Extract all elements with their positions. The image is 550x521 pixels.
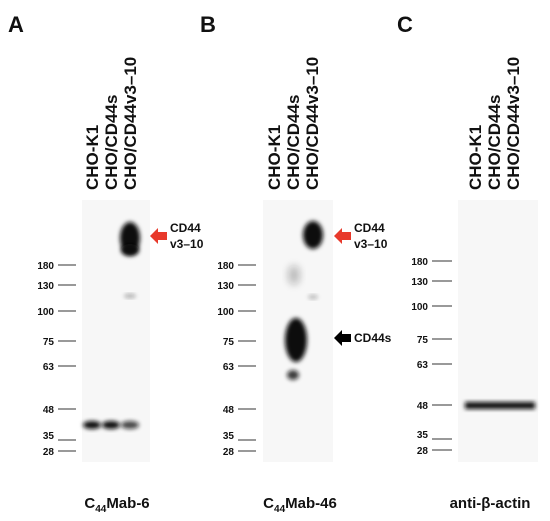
marker-label: 180 xyxy=(217,261,234,272)
marker-label: 100 xyxy=(217,307,234,318)
lane-label: CHO/CD44s xyxy=(485,95,504,190)
lane-label: CHO/CD44s xyxy=(284,95,303,190)
annotation: v3–10 xyxy=(354,237,388,251)
marker-label: 48 xyxy=(43,405,55,416)
band xyxy=(83,421,101,429)
marker-label: 180 xyxy=(411,257,428,268)
caption: C44Mab-6 xyxy=(84,495,149,515)
caption-part: C xyxy=(84,495,95,512)
caption-part: Mab-6 xyxy=(106,495,149,512)
marker-label: 63 xyxy=(417,360,429,371)
caption: C44Mab-46 xyxy=(263,495,337,515)
band xyxy=(285,318,307,362)
arrow xyxy=(334,228,351,244)
lane-label: CHO-K1 xyxy=(83,125,102,190)
band xyxy=(287,370,299,380)
bands xyxy=(83,221,535,429)
annotation: CD44s xyxy=(354,331,392,345)
caption-part: 44 xyxy=(274,504,286,515)
caption-part: Mab-46 xyxy=(285,495,337,512)
marker-label: 48 xyxy=(417,401,429,412)
marker-label: 75 xyxy=(417,335,429,346)
marker-label: 100 xyxy=(37,307,54,318)
band xyxy=(288,265,300,285)
annotation: v3–10 xyxy=(170,237,204,251)
annotation: CD44 xyxy=(170,221,201,235)
panel-letter: A xyxy=(8,12,24,37)
marker-label: 130 xyxy=(411,277,428,288)
marker-label: 180 xyxy=(37,261,54,272)
lane-label: CHO-K1 xyxy=(466,125,485,190)
marker-label: 35 xyxy=(223,431,235,442)
band xyxy=(124,294,136,298)
band xyxy=(465,402,535,409)
marker-label: 63 xyxy=(223,362,235,373)
marker-label: 35 xyxy=(43,431,55,442)
annotation: CD44 xyxy=(354,221,385,235)
blot xyxy=(458,200,538,462)
marker-label: 28 xyxy=(223,447,235,458)
marker-label: 130 xyxy=(37,281,54,292)
band xyxy=(121,421,139,429)
lane-label: CHO-K1 xyxy=(265,125,284,190)
lane-label: CHO/CD44v3–10 xyxy=(121,57,140,190)
caption-part: 44 xyxy=(95,504,107,515)
marker-label: 28 xyxy=(43,447,55,458)
lane-label: CHO/CD44v3–10 xyxy=(303,57,322,190)
marker-label: 28 xyxy=(417,446,429,457)
lane-label: CHO/CD44v3–10 xyxy=(504,57,523,190)
marker-label: 100 xyxy=(411,302,428,313)
marker-label: 75 xyxy=(223,337,235,348)
band xyxy=(303,221,323,249)
caption: anti-β-actin xyxy=(450,495,531,512)
band xyxy=(102,421,120,429)
marker-label: 75 xyxy=(43,337,55,348)
marker-label: 130 xyxy=(217,281,234,292)
arrow xyxy=(150,228,167,244)
marker-label: 48 xyxy=(223,405,235,416)
panel-letter: B xyxy=(200,12,216,37)
marker-label: 35 xyxy=(417,430,429,441)
panel-letter: C xyxy=(397,12,413,37)
band xyxy=(121,244,139,256)
band xyxy=(308,295,318,299)
caption-part: C xyxy=(263,495,274,512)
marker-label: 63 xyxy=(43,362,55,373)
lane-label: CHO/CD44s xyxy=(102,95,121,190)
arrow xyxy=(334,330,351,346)
caption-part: anti-β-actin xyxy=(450,495,531,512)
